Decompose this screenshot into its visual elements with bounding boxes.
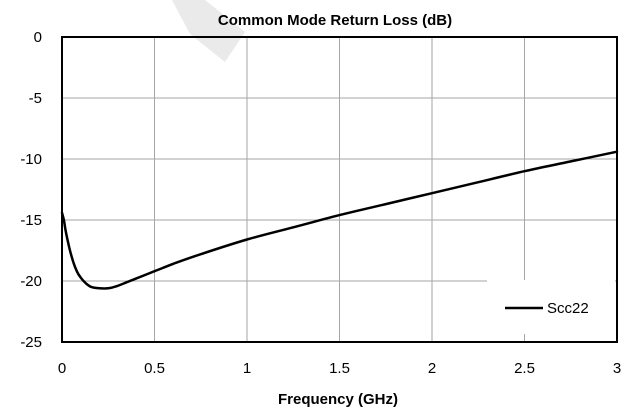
x-tick-label: 2.5	[514, 360, 535, 377]
chart-title: Common Mode Return Loss (dB)	[218, 12, 452, 29]
legend: Scc22	[487, 280, 615, 334]
y-tick-label: -20	[20, 273, 42, 290]
y-axis-ticks: 0 -5 -10 -15 -20 -25	[20, 29, 42, 351]
y-tick-label: -10	[20, 151, 42, 168]
series-layer	[60, 150, 619, 290]
x-tick-label: 3	[613, 360, 621, 377]
x-tick-label: 0	[58, 360, 66, 377]
plot-frame	[61, 36, 618, 343]
x-axis-ticks: 0 0.5 1 1.5 2 2.5 3	[58, 360, 621, 377]
x-tick-label: 0.5	[144, 360, 165, 377]
y-tick-label: -25	[20, 334, 42, 351]
x-tick-label: 1	[243, 360, 251, 377]
y-tick-label: -15	[20, 212, 42, 229]
legend-label: Scc22	[547, 300, 589, 317]
x-axis-label: Frequency (GHz)	[278, 391, 398, 408]
y-tick-label: -5	[29, 90, 42, 107]
y-tick-label: 0	[34, 29, 42, 46]
series-line-scc22	[60, 150, 619, 290]
watermark	[172, 0, 245, 62]
x-tick-label: 1.5	[329, 360, 350, 377]
x-tick-label: 2	[428, 360, 436, 377]
